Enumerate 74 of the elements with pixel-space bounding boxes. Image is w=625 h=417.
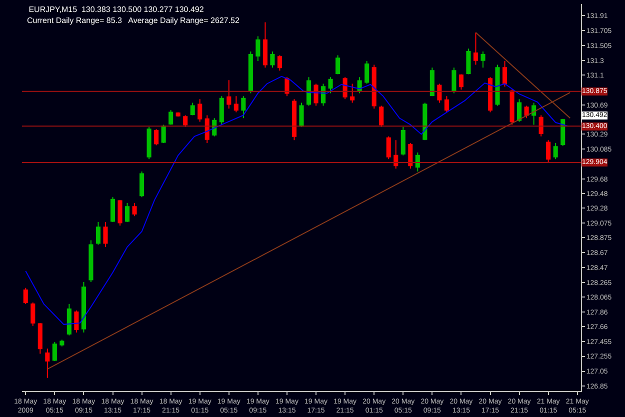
candlestick [400,126,406,156]
candlestick [553,142,558,160]
candlestick [241,96,246,119]
candlestick [379,105,384,128]
candlestick [88,240,94,282]
candlestick [292,98,297,141]
candlestick [415,152,420,172]
candlestick [480,51,486,68]
candlestick [336,54,340,75]
candlestick [262,22,268,68]
candlestick [299,102,304,127]
candlestick [198,98,202,122]
candlestick [124,202,130,223]
candlestick [473,32,478,66]
candlestick [277,54,282,72]
candlestick [52,341,57,362]
candlestick [234,96,238,113]
candlestick [502,60,508,88]
candlestick [60,339,64,347]
candlestick [132,202,137,217]
candlestick [314,83,318,106]
candlestick [204,114,210,144]
candlestick [328,76,333,94]
candlestick [488,76,493,113]
candlestick [466,48,471,75]
candlestick [517,98,522,122]
candlestick [168,110,174,126]
candlestick [444,96,449,113]
candlestick [30,302,36,326]
candlestick [161,124,166,144]
candlestick [350,83,355,104]
candlestick [219,96,224,126]
candlestick [81,282,86,333]
line-series [25,76,569,325]
candlestick [408,142,413,170]
candlestick [110,196,116,223]
candlestick [38,322,42,354]
chart-title: EURJPY,M15 130.383 130.500 130.277 130.492 [28,4,204,14]
candlestick [510,89,514,126]
candlestick [546,140,551,163]
candlestick [154,128,159,146]
candlestick [146,126,152,160]
candlestick [394,140,398,170]
candlestick [538,114,544,137]
candlestick [103,222,108,248]
candlestick [45,348,50,378]
candlestick [23,287,28,304]
candlestick [524,105,529,119]
candlestick [422,102,428,141]
candlestick [256,36,260,62]
candlestick [437,83,442,104]
candlestick [176,112,180,118]
candlestick [560,118,566,146]
candlestick [306,76,312,106]
candlestick [183,114,188,128]
candlestick [532,102,536,126]
candlestick [190,102,195,116]
candlestick [140,171,144,198]
candlestick [386,136,391,160]
text: Current Daily Range= 85.3 Average Daily Range= 2627.52 [27,16,240,25]
candlestick [248,51,253,94]
candlestick [284,76,290,97]
candlestick [452,67,456,94]
candlestick [226,80,232,110]
candlestick [66,303,72,336]
candlestick [74,310,79,333]
candlestick [458,74,464,90]
candlestick [372,64,376,110]
candlestick [118,200,122,226]
candlestick [270,51,275,68]
candlestick [96,222,101,246]
candlestick [495,64,500,106]
candlestick [364,60,370,84]
candlestick [430,67,434,97]
